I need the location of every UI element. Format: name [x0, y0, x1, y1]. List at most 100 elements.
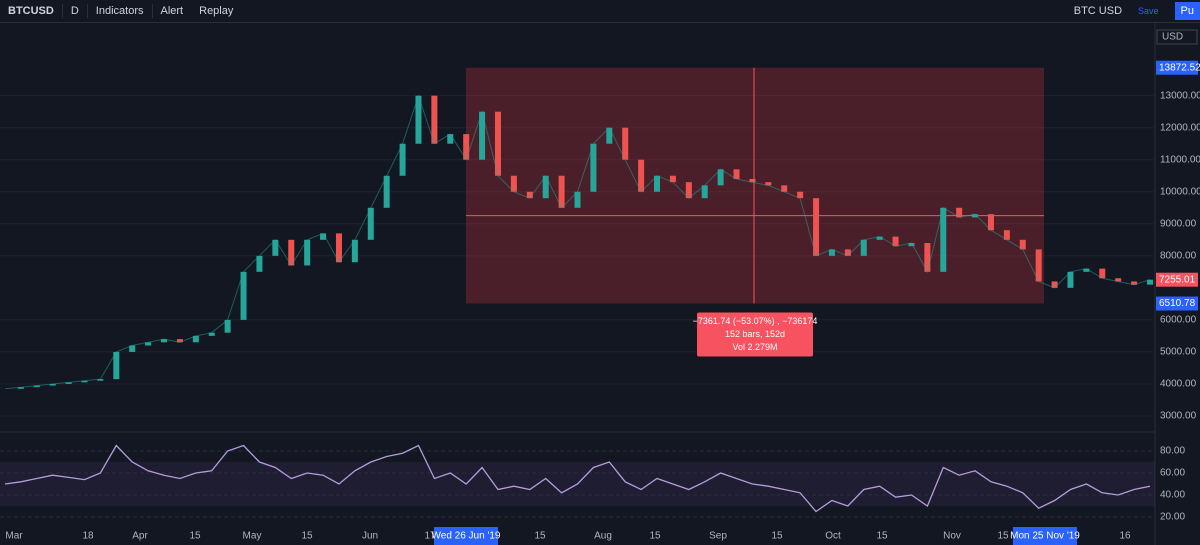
price-badge	[1156, 272, 1198, 287]
candle	[908, 243, 915, 247]
price-badge	[1156, 296, 1198, 311]
candle	[129, 345, 136, 352]
candle	[240, 271, 247, 320]
candle	[399, 143, 406, 176]
layout-name[interactable]: BTC USD	[1073, 5, 1123, 17]
candle	[1003, 230, 1010, 240]
candle	[494, 111, 501, 176]
rsi-tick-label: 20.00	[1160, 512, 1185, 523]
candle	[1035, 249, 1042, 282]
time-label: Sep	[709, 531, 727, 542]
candle	[813, 198, 820, 256]
candle	[335, 233, 342, 263]
candle	[65, 382, 72, 384]
candle	[574, 191, 581, 208]
time-label: 18	[82, 531, 94, 542]
candle	[1083, 268, 1090, 272]
candle	[17, 387, 24, 389]
candle	[1051, 281, 1058, 288]
y-tick-label: 3000.00	[1160, 411, 1197, 422]
time-label: 15	[534, 531, 546, 542]
candle	[765, 182, 772, 186]
measure-box	[466, 67, 1044, 304]
candle	[606, 127, 613, 144]
candle	[542, 175, 549, 199]
candle	[1131, 281, 1138, 285]
crosshair-date-bg	[1013, 527, 1077, 545]
symbol[interactable]: BTCUSD	[8, 5, 54, 17]
rsi-tick-label: 40.00	[1160, 490, 1185, 501]
candle	[892, 236, 899, 247]
candle	[860, 239, 867, 256]
candle	[479, 111, 486, 160]
candle	[940, 207, 947, 272]
time-label: Wed 26 Jun '19	[432, 531, 501, 542]
candle	[781, 185, 788, 192]
candle	[876, 236, 883, 240]
replay[interactable]: Replay	[199, 5, 234, 17]
candle	[844, 249, 851, 256]
candle	[208, 332, 215, 336]
rsi-tick-label: 80.00	[1160, 446, 1185, 457]
y-tick-label: 11000.00	[1160, 154, 1200, 165]
y-tick-label: 8000.00	[1160, 250, 1197, 261]
y-tick-label: 9000.00	[1160, 218, 1197, 229]
interval[interactable]: D	[70, 5, 79, 17]
time-label: Mar	[5, 531, 23, 542]
time-label: 15	[997, 531, 1009, 542]
candle	[972, 214, 979, 218]
candle	[558, 175, 565, 208]
time-label: Oct	[825, 531, 841, 542]
publish[interactable]: Pu	[1174, 2, 1200, 20]
candle	[33, 385, 40, 388]
time-label: Aug	[594, 531, 612, 542]
measure-label: Vol 2.279M	[732, 342, 777, 352]
candle	[320, 233, 327, 240]
candle	[669, 175, 676, 183]
time-label: 15	[301, 531, 313, 542]
indicators[interactable]: Indicators	[95, 5, 144, 17]
candle	[685, 182, 692, 199]
candle	[654, 175, 661, 192]
time-label: 15	[189, 531, 201, 542]
measure-label-bg	[697, 312, 813, 357]
currency-button[interactable]	[1156, 29, 1198, 45]
candle	[638, 159, 645, 192]
candle	[113, 351, 120, 380]
alert[interactable]: Alert	[160, 5, 184, 17]
rsi-line	[4, 444, 1151, 513]
candle	[97, 379, 104, 381]
candle	[383, 175, 390, 208]
candle	[701, 185, 708, 199]
candle	[49, 383, 56, 386]
y-tick-label: 13000.00	[1160, 90, 1200, 101]
measure-label: −7361.74 (−53.07%) , −736174	[693, 316, 818, 326]
y-tick-label: 4000.00	[1160, 379, 1197, 390]
time-label: 15	[649, 531, 661, 542]
time-label: 16	[1119, 531, 1131, 542]
candle	[987, 214, 994, 231]
candle	[1147, 279, 1153, 285]
measure-label: 152 bars, 152d	[725, 329, 785, 339]
rsi-tick-label: 60.00	[1160, 468, 1185, 479]
candle	[431, 95, 438, 144]
crosshair-date-bg	[434, 527, 498, 545]
time-label: Jun	[362, 531, 378, 542]
candle	[288, 239, 295, 266]
currency[interactable]: USD	[1162, 32, 1183, 43]
candle	[272, 239, 279, 256]
y-tick-label: 5000.00	[1160, 347, 1197, 358]
time-label: Mon 25 Nov '19	[1010, 531, 1080, 542]
time-label: 17	[424, 531, 436, 542]
candle	[304, 239, 311, 266]
candle	[828, 249, 835, 256]
candle	[192, 335, 199, 343]
candle	[176, 339, 183, 343]
candle	[1019, 239, 1026, 250]
candle	[1115, 278, 1122, 282]
candle	[463, 134, 470, 160]
chart: USD 3000.00 4000.00 5000.00 6000.00 8000.00 9…	[0, 22, 1200, 545]
price-badge-label: 6510.78	[1159, 298, 1196, 309]
candle	[447, 134, 454, 144]
